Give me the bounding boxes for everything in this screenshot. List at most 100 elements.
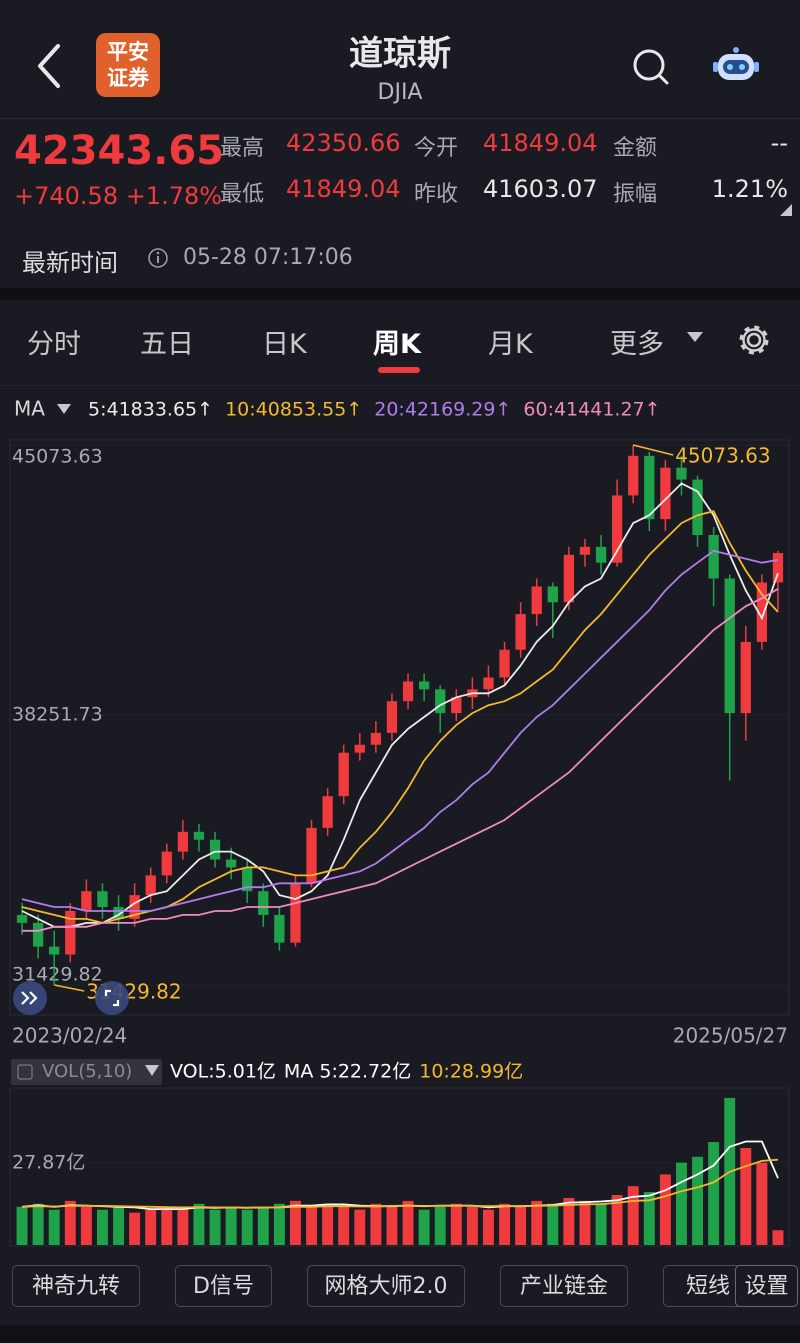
candle-body xyxy=(49,946,60,955)
assistant-button[interactable] xyxy=(712,44,760,86)
stat-label: 振幅 xyxy=(613,182,658,207)
stat-label: 今开 xyxy=(414,136,459,161)
legend-entry: VOL:5.01亿 xyxy=(170,1061,276,1083)
volume-bar xyxy=(289,1200,301,1245)
volume-bar xyxy=(547,1203,559,1245)
stat-value: 1.21% xyxy=(711,175,788,203)
volume-bar xyxy=(370,1203,382,1245)
volume-bar xyxy=(193,1203,205,1245)
volume-bar xyxy=(418,1209,430,1245)
volume-bar xyxy=(482,1209,494,1245)
lock-icon xyxy=(17,1064,33,1080)
plot-frame xyxy=(9,1087,790,1247)
info-icon[interactable] xyxy=(147,247,169,269)
candle-body xyxy=(772,553,784,583)
candle-body xyxy=(193,831,205,840)
volume-bar xyxy=(531,1200,543,1245)
period-tab[interactable]: 分时 xyxy=(27,329,81,360)
volume-bar xyxy=(595,1203,607,1245)
candle-body xyxy=(338,752,349,797)
candle-body xyxy=(129,895,140,919)
logo-text: 平安 xyxy=(107,40,149,64)
legend-entry: MA 5:22.72亿 xyxy=(284,1061,411,1083)
candle-body xyxy=(676,467,687,480)
volume-bar xyxy=(177,1209,189,1245)
volume-bar xyxy=(515,1206,527,1245)
candle-body xyxy=(145,875,156,896)
candle-body xyxy=(113,907,124,919)
toolbar-button[interactable]: 网格大师2.0 xyxy=(307,1265,465,1307)
toolbar-button[interactable]: D信号 xyxy=(175,1265,272,1307)
active-underline xyxy=(378,367,420,373)
stat-value: 42350.66 xyxy=(286,129,401,157)
search-button[interactable] xyxy=(630,46,672,88)
volume-bar xyxy=(338,1206,350,1245)
stat-value: 41849.04 xyxy=(286,175,401,203)
volume-bar xyxy=(306,1206,318,1245)
price-change: +740.58 +1.78% xyxy=(14,182,223,210)
volume-bar xyxy=(708,1142,720,1245)
x-tick-label: 2023/02/24 xyxy=(12,1024,127,1048)
indicator-dropdown xyxy=(145,1065,159,1076)
stat-label: 最低 xyxy=(220,182,265,207)
candle-body xyxy=(708,534,719,579)
candle-body xyxy=(16,914,28,923)
volume-bar xyxy=(563,1197,575,1245)
volume-bar xyxy=(692,1156,704,1245)
period-tab[interactable]: 更多 xyxy=(610,329,664,360)
scroll-button[interactable] xyxy=(95,981,129,1015)
indicator-selector[interactable] xyxy=(11,1059,162,1085)
broker-logo: 平安 证券 xyxy=(96,33,160,97)
volume-bar xyxy=(402,1200,414,1245)
divider xyxy=(0,385,800,386)
volume-bar xyxy=(643,1192,655,1245)
scroll-icon xyxy=(104,989,120,1007)
candle-body xyxy=(418,681,430,690)
annotation-leader xyxy=(633,444,674,456)
y-tick-label: 31429.82 xyxy=(12,964,103,986)
candle-body xyxy=(547,586,558,603)
stat-value: 41849.04 xyxy=(483,129,598,157)
candle-body xyxy=(258,891,269,915)
period-tab[interactable]: 周K xyxy=(373,329,421,360)
candle-body xyxy=(81,891,92,911)
candle-body xyxy=(306,827,317,884)
volume-bar xyxy=(64,1200,76,1245)
y-tick-label: 45073.63 xyxy=(12,446,103,468)
toolbar-button[interactable]: 神奇九转 xyxy=(12,1265,140,1307)
candle-body xyxy=(290,883,301,943)
period-tab[interactable]: 五日 xyxy=(140,329,194,360)
settings-button[interactable] xyxy=(736,322,772,358)
y-tick-label: 27.87亿 xyxy=(12,1152,85,1174)
candle-body xyxy=(595,546,607,563)
candle-body xyxy=(274,914,285,943)
indicator-label: MA xyxy=(14,397,45,421)
legend-entry: 5:41833.65↑ xyxy=(88,399,213,421)
volume-bar xyxy=(209,1209,221,1245)
more-arrow[interactable] xyxy=(686,330,704,344)
scroll-button[interactable] xyxy=(13,981,47,1015)
toolbar-button[interactable]: 设置 xyxy=(735,1265,798,1307)
period-tab[interactable]: 月K xyxy=(488,329,533,360)
last-price: 42343.65 xyxy=(14,128,225,174)
volume-bar xyxy=(756,1162,768,1245)
volume-bar xyxy=(466,1206,478,1245)
volume-bar xyxy=(48,1209,60,1245)
plot-frame xyxy=(9,439,790,1016)
candle-body xyxy=(242,867,253,892)
candle-body xyxy=(386,701,398,733)
candle-body xyxy=(483,677,494,690)
candle-body xyxy=(756,582,768,642)
candle-body xyxy=(724,578,735,714)
period-tab[interactable]: 日K xyxy=(262,329,307,360)
indicator-label: VOL(5,10) xyxy=(42,1061,132,1082)
candle-body xyxy=(161,851,172,876)
volume-bar xyxy=(241,1209,253,1245)
expand-indicator xyxy=(780,204,792,216)
volume-bar xyxy=(659,1174,671,1245)
volume-bar xyxy=(96,1209,108,1245)
back-button[interactable] xyxy=(30,42,66,90)
toolbar-button[interactable]: 产业链金 xyxy=(500,1265,628,1307)
ma-line xyxy=(21,549,779,912)
scroll-icon xyxy=(21,991,38,1005)
